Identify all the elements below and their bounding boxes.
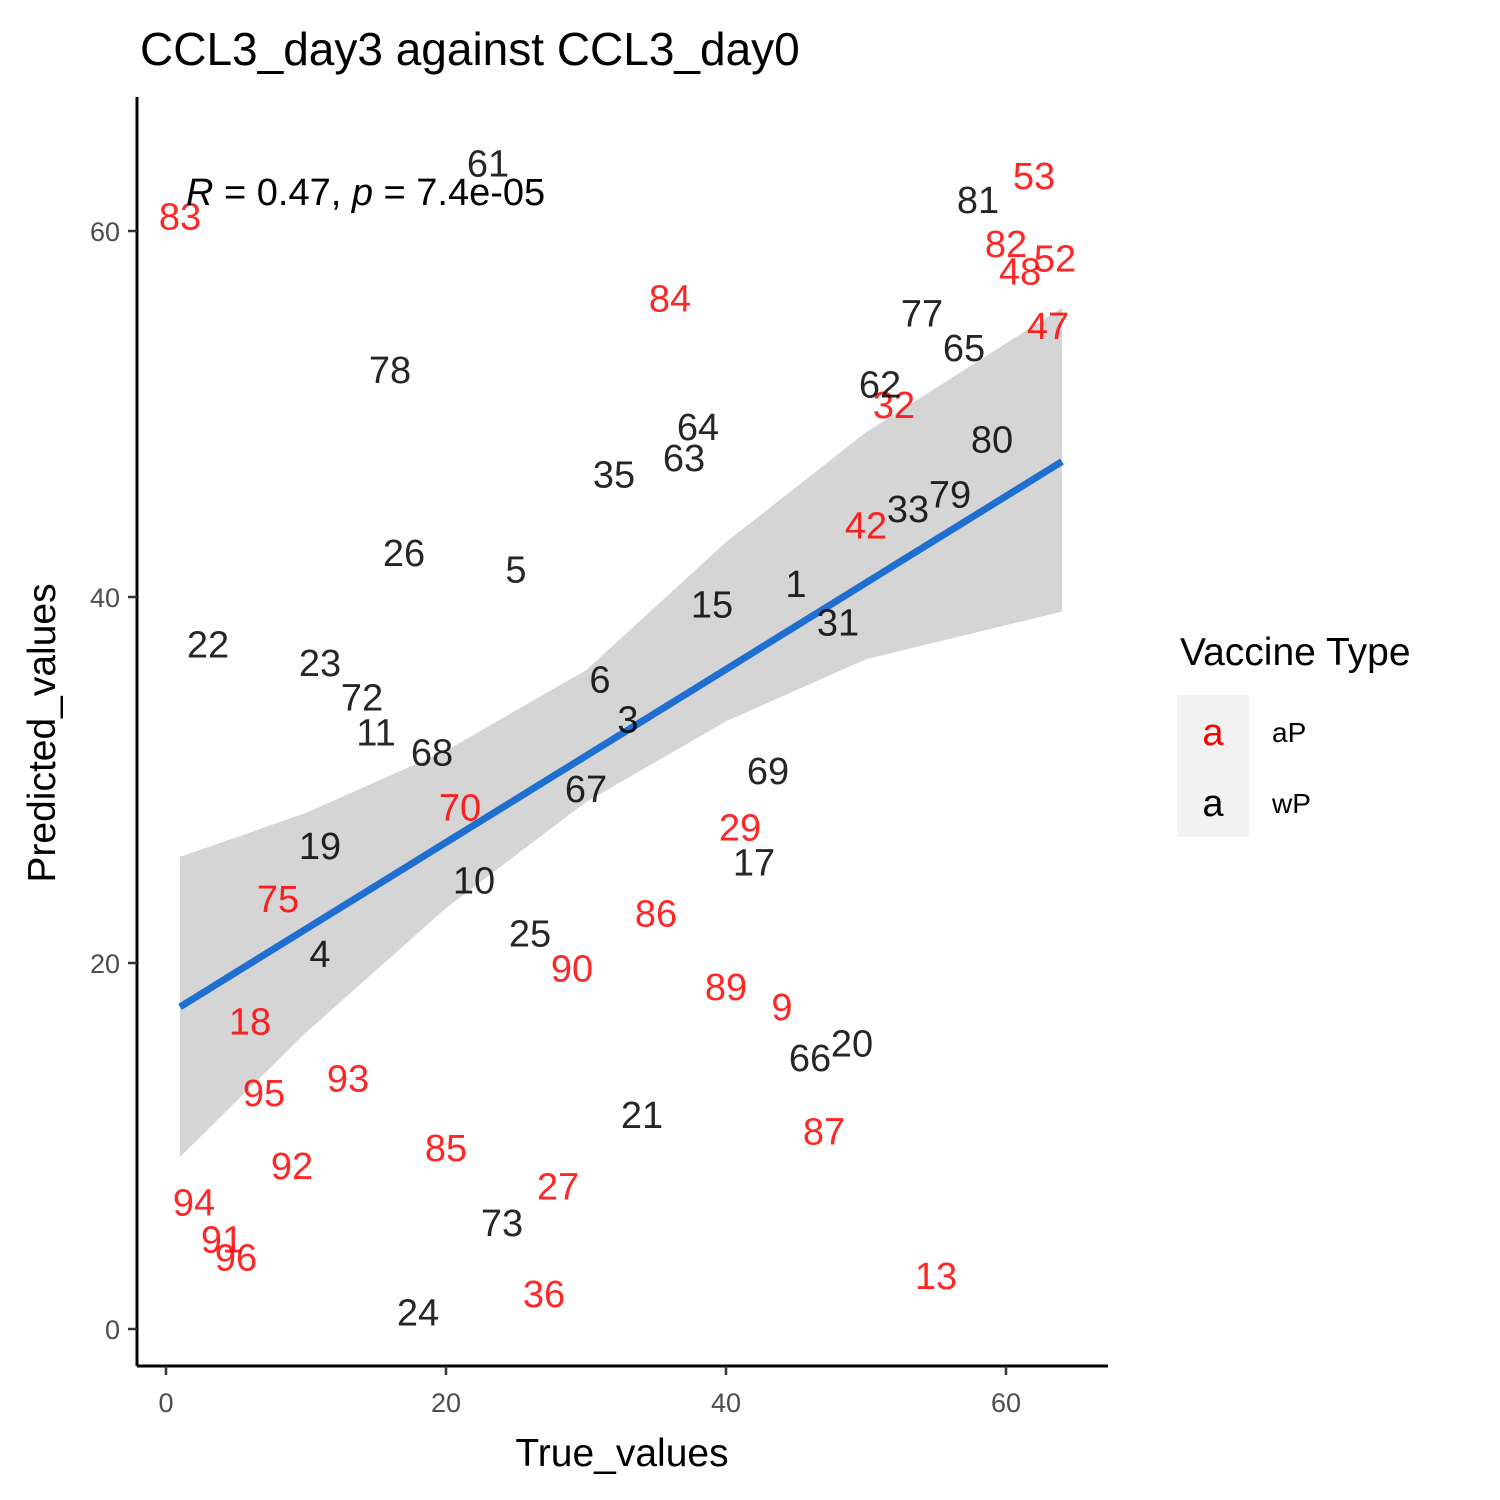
x-tick-label: 60 xyxy=(991,1388,1021,1418)
x-tick-label: 0 xyxy=(158,1388,173,1418)
point-label-wp-72: 72 xyxy=(341,678,383,720)
point-label-wp-81: 81 xyxy=(957,180,999,222)
point-label-ap-96: 96 xyxy=(215,1238,257,1280)
point-label-wp-61: 61 xyxy=(467,143,509,185)
x-axis-title: True_values xyxy=(515,1432,728,1475)
correlation-annotation: R = 0.47, p = 7.4e-05 xyxy=(186,172,545,214)
point-label-ap-52: 52 xyxy=(1034,239,1076,281)
point-label-wp-78: 78 xyxy=(369,350,411,392)
point-label-wp-80: 80 xyxy=(971,420,1013,462)
point-label-ap-83: 83 xyxy=(159,196,201,238)
x-tick-label: 40 xyxy=(711,1388,741,1418)
point-label-ap-32: 32 xyxy=(873,385,915,427)
point-label-wp-10: 10 xyxy=(453,861,495,903)
point-label-wp-4: 4 xyxy=(309,934,330,976)
legend-label-wp: wP xyxy=(1271,788,1311,819)
point-label-wp-73: 73 xyxy=(481,1203,523,1245)
point-label-wp-6: 6 xyxy=(589,659,610,701)
point-label-ap-42: 42 xyxy=(845,506,887,548)
point-label-wp-25: 25 xyxy=(509,914,551,956)
point-label-ap-94: 94 xyxy=(173,1183,215,1225)
legend-key-wp: a xyxy=(1202,783,1224,825)
point-label-ap-29: 29 xyxy=(719,808,761,850)
point-label-ap-86: 86 xyxy=(635,894,677,936)
x-axis-ticks: 0 20 40 60 xyxy=(158,1366,1021,1418)
point-label-wp-21: 21 xyxy=(621,1095,663,1137)
point-label-wp-77: 77 xyxy=(901,293,943,335)
y-tick-label: 60 xyxy=(90,217,120,247)
y-tick-label: 0 xyxy=(105,1315,120,1345)
p-value-text: = 7.4e-05 xyxy=(373,172,545,214)
point-label-wp-5: 5 xyxy=(505,550,526,592)
point-label-ap-18: 18 xyxy=(229,1002,271,1044)
point-label-wp-31: 31 xyxy=(817,603,859,645)
point-label-wp-65: 65 xyxy=(943,328,985,370)
point-label-wp-63: 63 xyxy=(663,438,705,480)
point-label-wp-1: 1 xyxy=(785,564,806,606)
legend: Vaccine Type a aP a wP xyxy=(1177,631,1411,837)
r-value-text: = 0.47, xyxy=(213,172,351,214)
point-label-ap-53: 53 xyxy=(1013,156,1055,198)
point-label-wp-3: 3 xyxy=(617,700,638,742)
point-label-wp-20: 20 xyxy=(831,1024,873,1066)
legend-key-ap: a xyxy=(1202,712,1224,754)
point-label-ap-84: 84 xyxy=(649,279,691,321)
point-label-wp-62: 62 xyxy=(859,365,901,407)
y-tick-label: 40 xyxy=(90,583,120,613)
point-label-ap-9: 9 xyxy=(771,987,792,1029)
point-label-wp-24: 24 xyxy=(397,1293,439,1335)
axes: 0 20 40 60 0 20 40 60 xyxy=(90,97,1108,1418)
point-label-ap-48: 48 xyxy=(999,251,1041,293)
point-label-ap-36: 36 xyxy=(523,1274,565,1316)
point-label-wp-79: 79 xyxy=(929,475,971,517)
point-label-ap-92: 92 xyxy=(271,1146,313,1188)
point-label-wp-11: 11 xyxy=(356,712,395,754)
point-label-wp-66: 66 xyxy=(789,1038,831,1080)
point-label-wp-23: 23 xyxy=(299,643,341,685)
point-label-ap-95: 95 xyxy=(243,1073,285,1115)
p-symbol: p xyxy=(351,172,373,214)
point-label-ap-13: 13 xyxy=(915,1256,957,1298)
point-label-ap-27: 27 xyxy=(537,1166,579,1208)
point-label-wp-26: 26 xyxy=(383,533,425,575)
point-label-ap-90: 90 xyxy=(551,949,593,991)
r-symbol: R xyxy=(186,172,213,214)
point-label-wp-22: 22 xyxy=(187,625,229,667)
y-axis-title: Predicted_values xyxy=(21,583,64,882)
regression-line xyxy=(178,458,1064,1010)
point-label-wp-15: 15 xyxy=(691,584,733,626)
point-label-ap-75: 75 xyxy=(257,879,299,921)
point-label-ap-82: 82 xyxy=(985,224,1027,266)
x-tick-label: 20 xyxy=(431,1388,461,1418)
point-label-wp-19: 19 xyxy=(299,826,341,868)
point-label-ap-89: 89 xyxy=(705,967,747,1009)
point-label-ap-85: 85 xyxy=(425,1128,467,1170)
point-label-wp-69: 69 xyxy=(747,751,789,793)
legend-entry-ap: a aP xyxy=(1202,712,1306,754)
point-label-wp-33: 33 xyxy=(887,489,929,531)
legend-key-background xyxy=(1177,695,1249,837)
point-label-ap-93: 93 xyxy=(327,1058,369,1100)
point-label-ap-87: 87 xyxy=(803,1111,845,1153)
point-label-wp-68: 68 xyxy=(411,733,453,775)
point-label-wp-17: 17 xyxy=(733,842,775,884)
legend-title: Vaccine Type xyxy=(1180,631,1411,674)
y-axis-ticks: 0 20 40 60 xyxy=(90,217,137,1345)
point-label-wp-64: 64 xyxy=(677,407,719,449)
point-label-wp-35: 35 xyxy=(593,454,635,496)
point-label-ap-91: 91 xyxy=(201,1219,243,1261)
legend-entry-wp: a wP xyxy=(1202,783,1310,825)
point-label-ap-47: 47 xyxy=(1027,306,1069,348)
point-label-ap-70: 70 xyxy=(439,787,481,829)
point-label-wp-67: 67 xyxy=(565,769,607,811)
chart-title: CCL3_day3 against CCL3_day0 xyxy=(140,23,800,75)
legend-label-ap: aP xyxy=(1272,717,1306,748)
y-tick-label: 20 xyxy=(90,949,120,979)
